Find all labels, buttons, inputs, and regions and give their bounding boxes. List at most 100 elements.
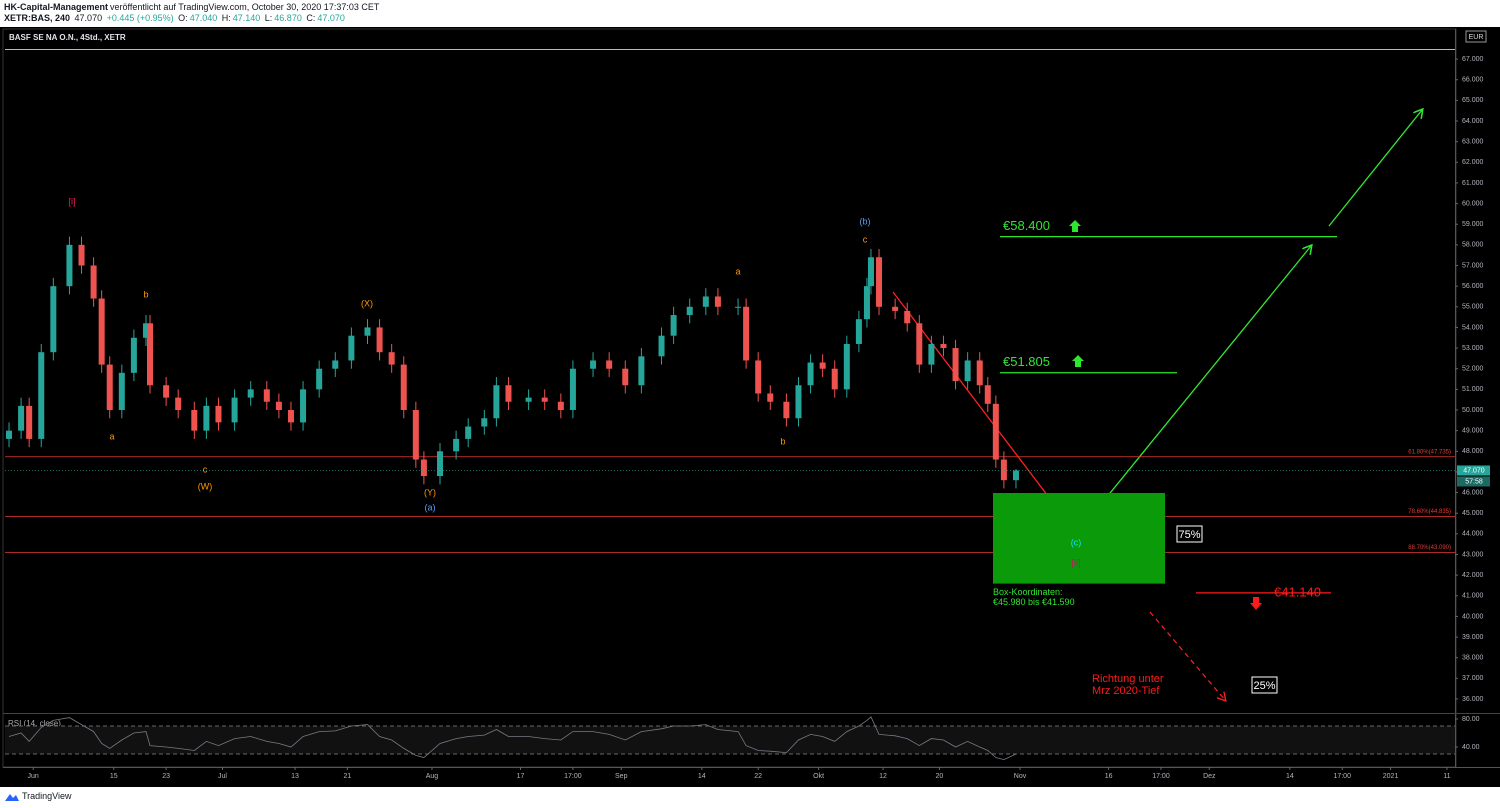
trend-arrow-dashed	[1149, 611, 1225, 700]
x-tick-label: 16	[1105, 773, 1113, 780]
candle-body	[437, 451, 443, 477]
candle-body	[420, 459, 427, 477]
candle-body	[904, 310, 911, 324]
candle-body	[247, 389, 254, 398]
candle-body	[952, 348, 959, 382]
candle-body	[670, 315, 677, 336]
y-tick-label: 46.000	[1462, 489, 1484, 496]
candle-body	[263, 389, 270, 402]
candle-body	[702, 296, 709, 307]
wave-label: b	[143, 289, 148, 299]
y-tick-label: 38.000	[1462, 655, 1484, 662]
candle-body	[364, 327, 371, 336]
x-tick-label: 17:00	[1333, 773, 1351, 780]
y-tick-label: 36.000	[1462, 696, 1484, 703]
y-tick-label: 65.000	[1462, 97, 1484, 104]
symbol: XETR:BAS, 240	[4, 13, 71, 23]
wave-label: a	[109, 431, 114, 441]
footer: TradingView	[22, 791, 72, 801]
candle-body	[569, 368, 576, 411]
candle-body	[819, 362, 826, 369]
y-tick-label: 59.000	[1462, 221, 1484, 228]
trend-arrow-up	[1328, 110, 1422, 227]
wave-label: (Y)	[424, 487, 436, 497]
x-tick-label: 15	[110, 773, 118, 780]
o-value: 47.040	[189, 13, 218, 23]
candle-body	[976, 360, 983, 386]
down-icon	[1250, 597, 1262, 610]
candle-body	[147, 323, 153, 386]
candle-body	[465, 426, 472, 439]
candle-body	[191, 410, 198, 431]
change: +0.445 (+0.95%)	[106, 13, 174, 23]
probability: 75%	[1178, 529, 1200, 541]
c-label: C:	[306, 13, 316, 23]
chart: BASF SE NA O.N., 4Std., XETR EUR RSI (14…	[0, 27, 1500, 787]
candle-body	[743, 306, 750, 361]
up-icon	[1072, 355, 1084, 367]
last-price-label: 47.070	[1463, 467, 1485, 474]
wave-label: c	[203, 464, 208, 474]
target-label: €58.400	[1003, 218, 1050, 233]
candle-body	[106, 364, 113, 411]
chart-background	[0, 27, 1500, 787]
y-tick-label: 62.000	[1462, 159, 1484, 166]
y-tick-label: 45.000	[1462, 510, 1484, 517]
y-tick-label: 56.000	[1462, 283, 1484, 290]
probability-box	[1176, 525, 1203, 543]
y-tick-label: 58.000	[1462, 242, 1484, 249]
candle-body	[203, 405, 210, 431]
h-value: 47.140	[232, 13, 261, 23]
box-title: Box-Koordinaten:	[993, 587, 1063, 597]
candle-body	[590, 360, 597, 369]
x-tick-label: Nov	[1014, 773, 1027, 780]
x-tick-label: 21	[343, 773, 351, 780]
candle-body	[90, 265, 97, 299]
x-tick-label: Jul	[218, 773, 227, 780]
y-tick-label: 41.000	[1462, 593, 1484, 600]
candle-body	[50, 286, 57, 353]
x-tick-label: 2021	[1383, 773, 1399, 780]
candle-body	[735, 306, 742, 308]
y-tick-label: 43.000	[1462, 551, 1484, 558]
candle-body	[992, 403, 999, 460]
y-tick-label: 39.000	[1462, 634, 1484, 641]
x-tick-label: 12	[879, 773, 887, 780]
candle-body	[541, 397, 548, 402]
target-label: €51.805	[1003, 354, 1050, 369]
candle-body	[843, 343, 850, 390]
candle-body	[783, 401, 790, 419]
x-tick-label: Okt	[813, 773, 824, 780]
candle-body	[300, 389, 307, 423]
y-tick-label: 54.000	[1462, 324, 1484, 331]
wave-label: [ii]	[1072, 557, 1081, 567]
y-tick-label: 63.000	[1462, 138, 1484, 145]
wave-label: [i]	[68, 196, 75, 206]
fib-label: 78.60%(44.835)	[1408, 509, 1451, 515]
candle-body	[412, 410, 419, 460]
x-tick-label: 14	[698, 773, 706, 780]
x-tick-label: 17:00	[564, 773, 582, 780]
y-tick-label: 50.000	[1462, 407, 1484, 414]
candle-body	[767, 393, 774, 402]
author: HK-Capital-Management	[4, 2, 109, 12]
candle-body	[622, 368, 629, 386]
y-tick-label: 55.000	[1462, 304, 1484, 311]
x-tick-label: 17:00	[1152, 773, 1170, 780]
y-tick-label: 52.000	[1462, 366, 1484, 373]
wave-label: a	[735, 266, 740, 276]
candle-body	[231, 397, 238, 423]
candle-body	[66, 244, 73, 287]
rsi-title: RSI (14, close)	[8, 719, 61, 728]
last-price-tag	[1457, 465, 1490, 476]
candle-body	[714, 296, 721, 307]
rsi-band	[5, 726, 1455, 755]
candle-body	[557, 401, 564, 411]
candle-body	[130, 337, 137, 373]
candle-body	[525, 397, 532, 402]
candle-body	[892, 306, 899, 311]
y-tick-label: 40.000	[1462, 613, 1484, 620]
l-value: 46.870	[274, 13, 302, 23]
scenario-text: Mrz 2020-Tief	[1092, 685, 1160, 697]
